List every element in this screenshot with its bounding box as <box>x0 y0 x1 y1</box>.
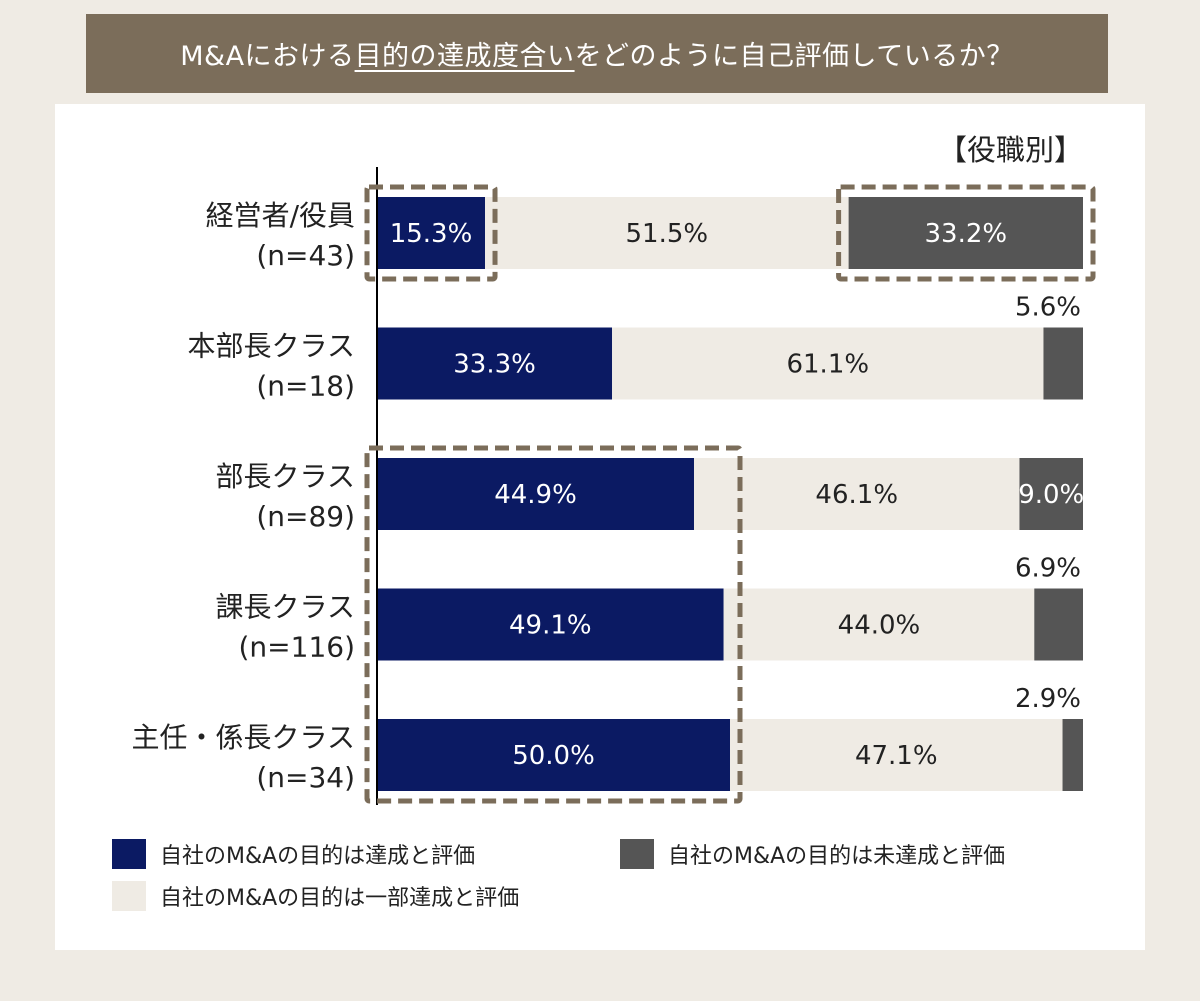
category-n-4: (n=34) <box>256 761 355 794</box>
bar-segment-r0-s0 <box>377 197 486 269</box>
category-label-0: 経営者/役員 <box>206 199 355 232</box>
bar-segment-r2-s2 <box>1019 458 1083 530</box>
bar-segment-r4-s1 <box>730 719 1063 791</box>
data-label-r3-s0: 49.1% <box>509 611 592 641</box>
title-prefix: M&Aにおける <box>180 41 355 72</box>
legend-label-not-achieved: 自社のM&Aの目的は未達成と評価 <box>668 844 1006 869</box>
legend-item-not-achieved: 自社のM&Aの目的は未達成と評価 <box>620 838 1005 870</box>
highlight-box-0 <box>364 184 498 282</box>
bar-segment-r1-s2 <box>1043 327 1083 400</box>
category-n-3: (n=116) <box>239 631 356 664</box>
category-n-2: (n=89) <box>256 500 355 533</box>
data-label-r4-s0: 50.0% <box>512 741 595 771</box>
legend-item-achieved: 自社のM&Aの目的は達成と評価 <box>112 838 475 870</box>
data-label-r1-s1: 61.1% <box>786 350 869 380</box>
chart-title-banner: M&Aにおける 目的の達成度合い をどのように自己評価しているか？ <box>86 14 1108 93</box>
stacked-bar-chart: 【役職別】 15.3% 51.5% 33.2% 経営者/役員 (n=43) 33.3% 61.… <box>132 133 1096 805</box>
data-label-r2-s2: 9.0% <box>1018 480 1084 510</box>
bar-segment-r1-s0 <box>377 327 613 400</box>
bar-segment-r1-s1 <box>612 327 1044 400</box>
category-n-0: (n=43) <box>256 239 355 272</box>
highlight-box-1 <box>836 184 1096 282</box>
data-label-r0-s0: 15.3% <box>390 219 473 249</box>
category-label-4: 主任・係長クラス <box>132 721 355 754</box>
bar-segment-r3-s0 <box>377 588 724 661</box>
legend-label-partial: 自社のM&Aの目的は一部達成と評価 <box>160 886 520 911</box>
data-label-r0-s2: 33.2% <box>924 219 1007 249</box>
chart-panel: 【役職別】 15.3% 51.5% 33.2% 経営者/役員 (n=43) 33.3% 61.… <box>55 104 1145 950</box>
data-label-r2-s0: 44.9% <box>494 480 577 510</box>
chart-subtitle: 【役職別】 <box>938 133 1083 167</box>
bar-segment-r4-s0 <box>377 719 730 791</box>
title-suffix: をどのように自己評価しているか？ <box>574 41 1014 72</box>
title-underlined: 目的の達成度合い <box>354 41 575 72</box>
bar-segment-r4-s2 <box>1062 719 1083 791</box>
highlight-box-2 <box>364 445 743 804</box>
legend-swatch-achieved <box>112 839 146 869</box>
legend-swatch-not-achieved <box>620 839 654 869</box>
data-label-r0-s1: 51.5% <box>626 219 709 249</box>
data-label-r3-s1: 44.0% <box>838 611 921 641</box>
data-label-r2-s1: 46.1% <box>815 480 898 510</box>
legend-label-achieved: 自社のM&Aの目的は達成と評価 <box>160 844 476 869</box>
bar-segment-r3-s1 <box>723 588 1035 661</box>
category-label-2: 部長クラス <box>216 460 355 493</box>
category-label-3: 課長クラス <box>216 591 355 624</box>
bar-segment-r2-s1 <box>693 458 1020 530</box>
data-label-r1-s0: 33.3% <box>453 350 536 380</box>
category-n-1: (n=18) <box>256 370 355 403</box>
bar-segment-r2-s0 <box>377 458 694 530</box>
bar-segment-r0-s1 <box>485 197 849 269</box>
data-label-r3-s2: 6.9% <box>1015 554 1081 584</box>
data-label-r1-s2: 5.6% <box>1015 293 1081 323</box>
legend-swatch-partial <box>112 881 146 911</box>
bar-segment-r3-s2 <box>1034 588 1083 661</box>
data-label-r4-s1: 47.1% <box>855 741 938 771</box>
bar-segment-r0-s2 <box>848 197 1083 269</box>
category-label-1: 本部長クラス <box>188 330 355 363</box>
data-label-r4-s2: 2.9% <box>1015 684 1081 714</box>
legend-item-partial: 自社のM&Aの目的は一部達成と評価 <box>112 880 519 912</box>
